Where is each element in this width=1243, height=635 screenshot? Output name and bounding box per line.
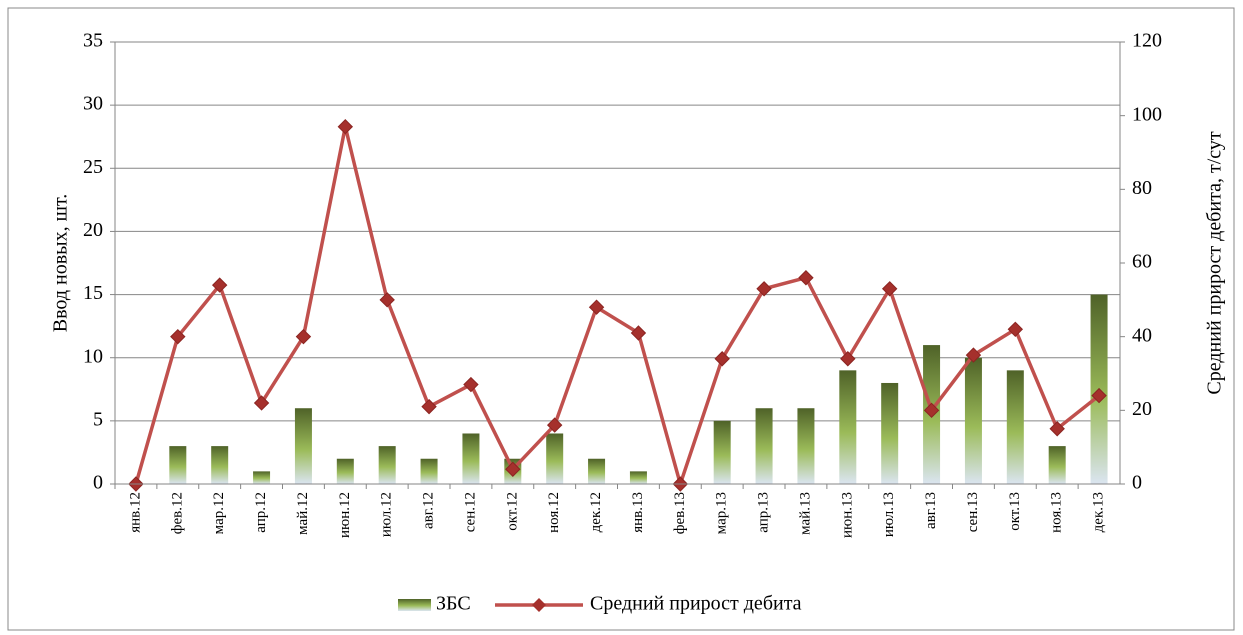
- bar: [881, 382, 899, 484]
- x-tick-label: июн.12: [337, 492, 353, 538]
- x-tick-label: июн.13: [839, 492, 855, 538]
- x-tick-label: окт.13: [1007, 492, 1023, 531]
- bar: [420, 458, 438, 484]
- bar: [546, 433, 564, 484]
- y-tick-label: 20: [83, 219, 103, 241]
- bar: [294, 408, 312, 484]
- marker: [170, 328, 186, 345]
- marker: [714, 351, 730, 367]
- marker: [840, 351, 856, 367]
- x-tick-label: апр.13: [756, 492, 772, 533]
- bar: [1048, 446, 1066, 484]
- marker: [630, 325, 647, 341]
- x-tick-label: ноя.12: [546, 492, 562, 533]
- x-tick-label: июл.12: [379, 492, 395, 537]
- x-tick-label: апр.12: [253, 492, 269, 533]
- y2-tick-label: 80: [1132, 177, 1152, 199]
- marker: [337, 119, 354, 135]
- legend-swatch: [398, 599, 431, 611]
- marker: [1091, 387, 1107, 404]
- y2-tick-label: 0: [1132, 472, 1142, 494]
- y-tick-label: 5: [93, 408, 103, 430]
- y2-tick-label: 100: [1132, 103, 1162, 125]
- line: [134, 126, 1101, 490]
- marker: [923, 402, 940, 419]
- bar: [462, 433, 480, 484]
- bar: [629, 471, 647, 484]
- x-tick-label: авг.12: [421, 492, 437, 529]
- y2-tick-label: 120: [1132, 30, 1162, 52]
- marker: [965, 347, 982, 363]
- x-tick-label: ноя.13: [1049, 492, 1065, 533]
- bar: [378, 446, 396, 484]
- bar: [713, 420, 731, 484]
- x-tick-label: дек.13: [1091, 492, 1107, 532]
- legend-marker: [532, 598, 546, 612]
- x-tick-label: авг.13: [923, 492, 939, 529]
- chart-frame: [7, 7, 1235, 631]
- x-tick-label: мар.12: [211, 492, 227, 534]
- y-tick-label: 15: [83, 282, 103, 304]
- x-tick-label: янв.13: [630, 492, 646, 533]
- x-tick-label: фев.12: [169, 492, 185, 534]
- y-tick-label: 30: [83, 93, 103, 115]
- marker: [1049, 421, 1065, 437]
- legend-label: Средний прирост дебита: [590, 593, 802, 615]
- y-tick-label: 0: [93, 472, 103, 494]
- y-tick-label: 10: [83, 345, 103, 367]
- marker: [588, 299, 605, 315]
- x-tick-label: мар.13: [714, 492, 730, 534]
- marker: [295, 328, 312, 345]
- x-tick-label: фев.13: [672, 492, 688, 534]
- marker: [505, 461, 521, 477]
- x-tick-label: май.13: [797, 492, 813, 535]
- x-tick-label: окт.12: [504, 492, 520, 531]
- bar: [839, 370, 857, 484]
- marker: [211, 277, 228, 293]
- y-axis-label: Ввод новых, шт.: [50, 194, 72, 332]
- bar: [588, 458, 606, 484]
- bar: [964, 357, 982, 484]
- x-tick-label: май.12: [295, 492, 311, 535]
- y-tick-label: 25: [83, 156, 103, 178]
- marker: [881, 281, 898, 297]
- legend-label: ЗБС: [436, 593, 471, 615]
- bar: [253, 471, 271, 484]
- y-tick-label: 35: [83, 30, 103, 52]
- bar: [1006, 370, 1024, 484]
- y2-tick-label: 40: [1132, 324, 1152, 346]
- bar: [755, 408, 773, 484]
- x-tick-label: сен.12: [462, 492, 478, 532]
- bar: [336, 458, 354, 484]
- marker: [379, 292, 395, 308]
- bar: [169, 446, 187, 484]
- x-tick-label: сен.13: [965, 492, 981, 532]
- bar: [797, 408, 815, 484]
- bar: [211, 446, 229, 484]
- x-tick-label: июл.13: [881, 492, 897, 537]
- marker: [463, 376, 479, 393]
- y2-tick-label: 60: [1132, 251, 1152, 273]
- marker: [798, 270, 814, 286]
- marker: [253, 395, 270, 411]
- y2-tick-label: 20: [1132, 398, 1152, 420]
- y2-axis-label: Средний прирост дебита, т/сут: [1204, 131, 1226, 394]
- marker: [1007, 321, 1024, 338]
- marker: [421, 398, 437, 415]
- x-tick-label: дек.12: [588, 492, 604, 532]
- marker: [756, 281, 772, 297]
- x-tick-label: янв.12: [127, 492, 143, 533]
- marker: [546, 417, 563, 433]
